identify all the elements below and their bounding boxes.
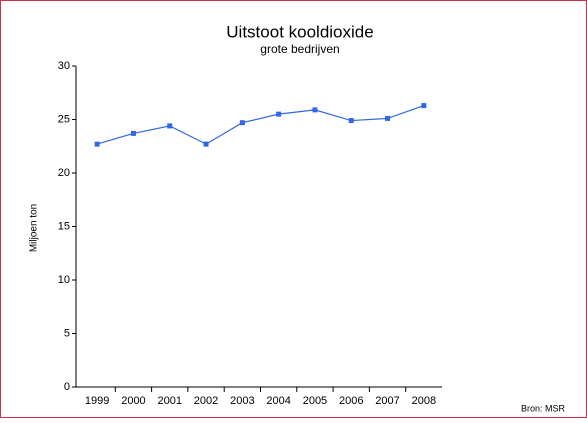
data-point [276,111,282,117]
y-tick-label: 10 [58,274,70,286]
y-tick-label: 30 [58,60,70,72]
data-line [96,105,425,145]
data-point [167,123,173,129]
data-point [94,141,100,147]
data-point [421,103,427,109]
chart-title: Uitstoot kooldioxide [226,22,373,41]
data-point [203,141,209,147]
y-tick-label: 15 [58,220,70,232]
data-point [385,115,391,121]
x-tick-label: 2005 [303,395,327,407]
x-tick-label: 2000 [121,395,145,407]
y-tick-label: 25 [58,113,70,125]
x-tick-label: 2008 [412,395,436,407]
x-tick-label: 2006 [339,395,363,407]
data-point [239,120,245,126]
data-point [312,107,318,113]
y-axis-label: Miljoen ton [29,204,40,252]
y-tick-label: 5 [64,327,70,339]
source: Bron: MSR [521,403,566,413]
y-tick-label: 20 [58,167,70,179]
x-tick-label: 1999 [85,395,109,407]
data-point [348,118,354,124]
data-point [130,130,136,136]
x-tick-label: 2001 [158,395,182,407]
x-tick-label: 2003 [230,395,254,407]
x-tick-label: 2002 [194,395,218,407]
y-tick-label: 0 [64,381,70,393]
x-tick-label: 2004 [266,395,290,407]
x-tick-label: 2007 [375,395,399,407]
chart-subtitle: grote bedrijven [260,42,339,56]
